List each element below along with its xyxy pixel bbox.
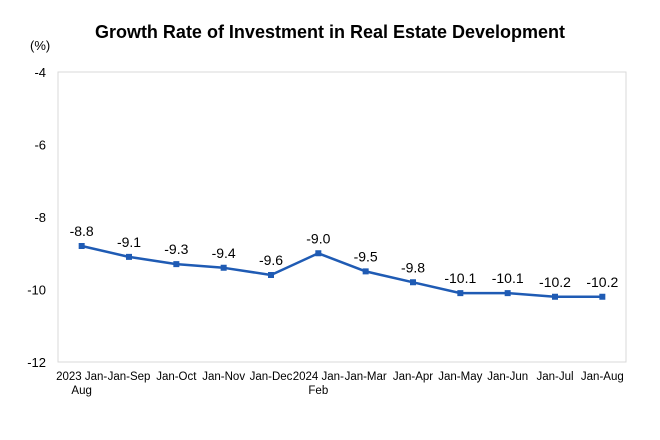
x-tick-label: Jan-Sep xyxy=(108,371,151,383)
data-point xyxy=(78,243,85,249)
data-label: -10.1 xyxy=(444,270,476,286)
x-tick-label: Jan-Mar xyxy=(345,371,387,383)
y-axis: -4 -6 -8 -10 -12 xyxy=(27,65,46,370)
data-point xyxy=(362,268,369,275)
y-tick-label: -8 xyxy=(34,210,46,225)
data-labels: -8.8 -9.1 -9.3 -9.4 -9.6 -9.0 -9.5 -9.8 -10.1 -10… xyxy=(70,223,619,290)
x-tick-label: Jan-Oct xyxy=(156,371,197,383)
y-axis-unit-label: (%) xyxy=(30,38,51,53)
data-label: -9.4 xyxy=(212,245,236,261)
data-point xyxy=(410,279,416,286)
data-label: -10.2 xyxy=(539,274,571,290)
data-label: -10.1 xyxy=(492,270,524,286)
x-tick-label: Jan-Nov xyxy=(202,371,245,383)
data-label: -9.0 xyxy=(306,230,330,246)
data-point xyxy=(504,290,511,297)
data-label: -9.1 xyxy=(117,234,141,250)
data-label: -9.6 xyxy=(259,252,283,268)
x-tick-label: Jan-Aug xyxy=(581,371,624,383)
x-tick-label: Jan-May xyxy=(438,371,482,383)
y-tick-label: -4 xyxy=(34,65,46,80)
x-tick-label: Jan-Dec xyxy=(250,371,293,383)
data-label: -8.8 xyxy=(70,223,94,239)
x-tick-label: 2023 Jan-Aug xyxy=(56,371,107,397)
y-tick-label: -6 xyxy=(34,138,46,153)
data-point xyxy=(599,293,606,300)
data-point xyxy=(457,290,464,297)
data-point xyxy=(268,272,274,278)
chart-title: Growth Rate of Investment in Real Estate… xyxy=(94,22,566,42)
data-point xyxy=(220,264,227,271)
x-tick-label: Jan-Jul xyxy=(536,371,573,383)
data-label: -9.3 xyxy=(164,241,188,257)
data-point xyxy=(315,250,322,257)
x-tick-label: Jan-Apr xyxy=(393,371,433,383)
x-tick-label: 2024 Jan-Feb xyxy=(293,371,344,397)
plot-area-frame xyxy=(57,71,627,363)
series-line xyxy=(81,244,603,299)
y-tick-label: -10 xyxy=(27,283,46,298)
data-label: -9.8 xyxy=(401,259,425,275)
y-tick-label: -12 xyxy=(27,355,46,370)
x-tick-label: Jan-Jun xyxy=(487,371,528,383)
data-point xyxy=(126,253,132,260)
data-point xyxy=(552,293,558,300)
data-markers xyxy=(78,243,606,300)
data-point xyxy=(173,261,180,268)
data-label: -10.2 xyxy=(586,274,618,290)
data-label: -9.5 xyxy=(354,248,378,264)
